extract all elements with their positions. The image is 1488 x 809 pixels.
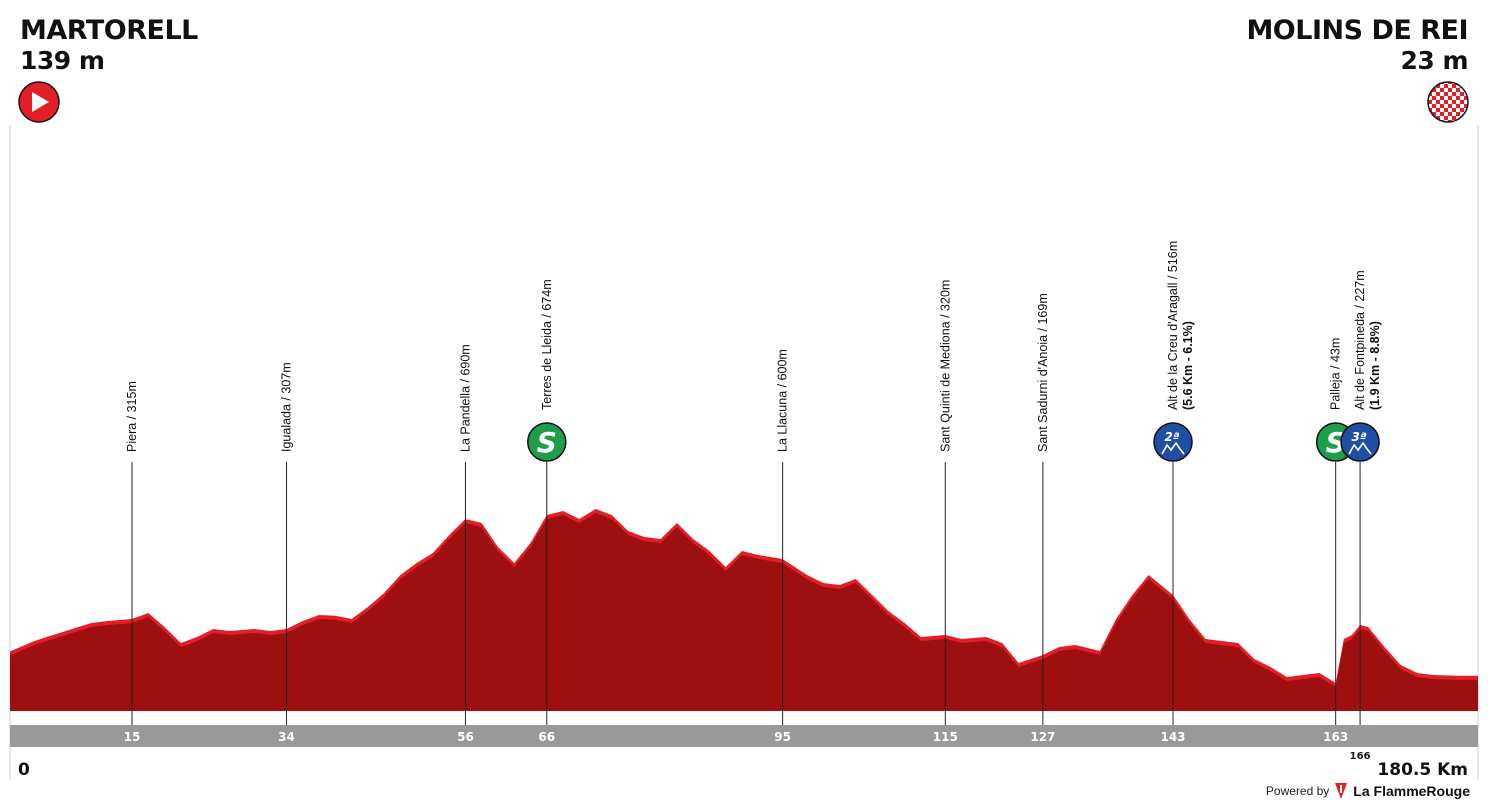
- finish-city: MOLINS DE REI 23 m: [1246, 16, 1468, 76]
- sprint-letter: S: [1326, 426, 1346, 459]
- km-tick-label: 34: [278, 730, 295, 744]
- checkered-flag-icon: [1427, 81, 1469, 123]
- place-label: Igualada / 307m: [280, 362, 294, 452]
- x-end-label: 180.5 Km: [1377, 760, 1468, 780]
- mountain-icon: 2ª: [1153, 422, 1193, 462]
- km-tick-label: 66: [538, 730, 555, 744]
- km-tick-label: 15: [124, 730, 141, 744]
- km-marker: 143 2ª Alt de la Creu d'Aragall / 516m (5.6…: [1153, 241, 1195, 744]
- climb-detail-label: (1.9 Km - 8.8%): [1368, 321, 1382, 410]
- km-marker: 34 Igualada / 307m: [278, 362, 295, 744]
- place-label: Piera / 315m: [125, 381, 139, 452]
- km-marker: 166 3ª Alt de Fontpineda / 227m (1.9 Km - 8…: [1340, 270, 1382, 762]
- finish-city-name: MOLINS DE REI: [1246, 15, 1468, 46]
- climb-category: 2ª: [1164, 430, 1179, 444]
- sprint-letter: S: [537, 426, 557, 459]
- km-tick-label: 56: [457, 730, 474, 744]
- km-marker: 66 S Terres de Lleida / 674m: [527, 279, 567, 744]
- flame-logo-icon: [1335, 783, 1348, 799]
- km-marker: 15 Piera / 315m: [124, 381, 141, 744]
- km-marker: 115 Sant Quinti de Mediona / 320m: [933, 280, 958, 744]
- start-city-name: MARTORELL: [20, 15, 198, 46]
- start-city: MARTORELL 139 m: [20, 16, 198, 76]
- km-tick-label: 127: [1030, 730, 1055, 744]
- km-tick-label: 143: [1160, 730, 1185, 744]
- km-tick-label: 95: [774, 730, 791, 744]
- place-label: Alt de Fontpineda / 227m: [1353, 270, 1367, 410]
- place-label: Alt de la Creu d'Aragall / 516m: [1166, 241, 1180, 410]
- powered-by: Powered by La FlammeRouge: [1266, 783, 1470, 799]
- km-marker: 127 Sant Sadurni d'Anoia / 169m: [1030, 293, 1055, 744]
- place-label: Sant Quinti de Mediona / 320m: [938, 280, 952, 452]
- km-tick-label: 166: [1350, 751, 1371, 762]
- sprint-s-icon: S: [527, 422, 567, 462]
- km-tick-label: 115: [933, 730, 958, 744]
- powered-by-brand: La FlammeRouge: [1353, 783, 1470, 799]
- elevation-area: [10, 513, 1478, 711]
- km-marker: 95 La Llacuna / 600m: [774, 349, 791, 744]
- climb-category: 3ª: [1352, 430, 1367, 444]
- start-city-altitude: 139 m: [20, 46, 105, 75]
- km-marker: 56 La Pandella / 690m: [457, 344, 474, 744]
- place-label: Terres de Lleida / 674m: [540, 279, 554, 410]
- finish-city-altitude: 23 m: [1400, 46, 1468, 75]
- place-label: La Pandella / 690m: [458, 344, 472, 452]
- mountain-icon: 3ª: [1340, 422, 1380, 462]
- place-label: Sant Sadurni d'Anoia / 169m: [1036, 293, 1050, 452]
- km-tick-label: 163: [1323, 730, 1348, 744]
- place-label: Palleja / 43m: [1329, 338, 1343, 410]
- climb-detail-label: (5.6 Km - 6.1%): [1181, 321, 1195, 410]
- km-bar: [10, 725, 1478, 747]
- x-start-label: 0: [18, 760, 30, 780]
- play-icon: [18, 81, 60, 123]
- powered-by-text: Powered by: [1265, 784, 1330, 798]
- place-label: La Llacuna / 600m: [776, 349, 790, 452]
